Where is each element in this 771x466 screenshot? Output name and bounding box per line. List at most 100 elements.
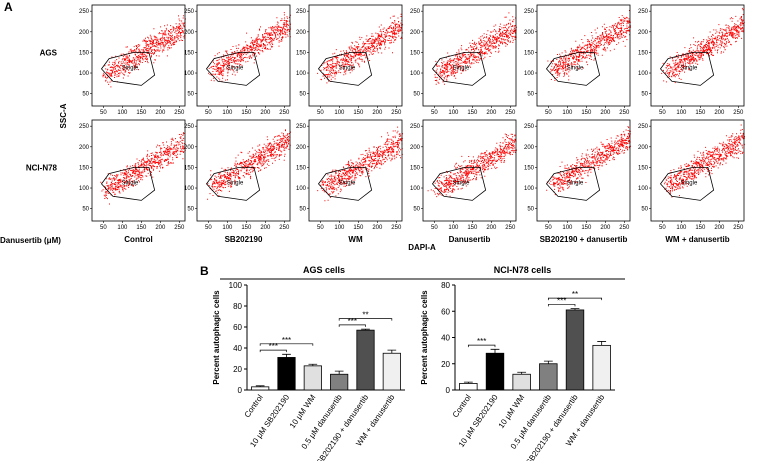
x-tick-label: 150 <box>467 225 478 231</box>
x-tick-label: 150 <box>136 225 147 231</box>
y-tick-label: 100 <box>524 71 535 77</box>
scatter-cloud <box>317 126 403 202</box>
x-tick-label: 10 μM WM <box>497 393 527 430</box>
y-tick-label: 150 <box>524 165 535 171</box>
plot-frame <box>422 119 517 222</box>
plot-frame <box>536 4 631 107</box>
y-tick-label: 40 <box>233 344 242 353</box>
y-tick-label: 50 <box>299 207 306 213</box>
bar <box>356 329 375 391</box>
error-bar <box>282 353 291 358</box>
scatter-cloud <box>661 7 745 84</box>
y-tick-label: 250 <box>638 124 649 130</box>
significance-bracket <box>259 343 314 346</box>
y-tick-label: 250 <box>184 9 195 15</box>
chart-title: AGS cells <box>303 265 345 275</box>
y-tick-label: 50 <box>641 92 648 98</box>
scatter-cloud <box>100 132 186 205</box>
error-bar <box>387 349 397 354</box>
y-tick-label: 50 <box>641 207 648 213</box>
panel-label: B <box>200 264 209 278</box>
significance-bracket <box>338 324 366 327</box>
y-tick-label: 150 <box>524 50 535 56</box>
x-tick-label: 150 <box>695 225 706 231</box>
y-axis-label: Percent autophagic cells <box>212 290 221 385</box>
x-tick-label: 200 <box>600 225 611 231</box>
y-tick-label: 200 <box>524 145 535 151</box>
y-tick-label: 200 <box>296 145 307 151</box>
plot-frame <box>91 4 186 107</box>
x-tick-label: 150 <box>241 225 252 231</box>
significance-label: ** <box>362 311 368 320</box>
scatter-cloud <box>317 13 403 84</box>
y-tick-label: 200 <box>524 30 535 36</box>
y-tick-label: 50 <box>82 92 89 98</box>
gate-label: Single <box>567 181 584 187</box>
y-tick-label: 100 <box>410 71 421 77</box>
significance-label: *** <box>269 342 278 351</box>
y-tick-label: 250 <box>524 9 535 15</box>
y-tick-label: 150 <box>296 165 307 171</box>
x-tick-label: 200 <box>714 110 725 116</box>
y-tick-label: 200 <box>79 145 90 151</box>
y-tick-label: 250 <box>410 9 421 15</box>
x-tick-label: 250 <box>391 110 402 116</box>
y-tick-label: 150 <box>638 50 649 56</box>
x-tick-label: 50 <box>431 110 438 116</box>
y-tick-label: 50 <box>413 207 420 213</box>
gate <box>100 52 156 86</box>
x-tick-label: 200 <box>372 110 383 116</box>
y-tick-label: 250 <box>524 124 535 130</box>
y-tick-label: 150 <box>638 165 649 171</box>
error-bar <box>361 328 370 331</box>
plot-frame <box>536 119 631 222</box>
x-tick-label: 150 <box>241 110 252 116</box>
plot-frame <box>91 119 186 222</box>
x-tick-label: 150 <box>581 225 592 231</box>
x-tick-label: 200 <box>486 225 497 231</box>
x-tick-label: 150 <box>136 110 147 116</box>
error-bar <box>334 370 344 375</box>
x-tick-label: 50 <box>100 225 107 231</box>
gate <box>545 52 601 86</box>
scatter-cloud <box>207 129 291 200</box>
y-tick-label: 50 <box>82 207 89 213</box>
x-tick-label: 150 <box>581 110 592 116</box>
y-tick-label: 0 <box>238 386 243 395</box>
x-tick-label: 100 <box>562 225 573 231</box>
x-tick-label: 200 <box>486 110 497 116</box>
x-tick-label: 250 <box>505 225 516 231</box>
column-label: SB202190 + danusertib <box>540 235 628 244</box>
plot-frame <box>196 119 291 222</box>
panel-label: A <box>4 0 13 14</box>
x-tick-label: 200 <box>372 225 383 231</box>
error-bar <box>597 341 607 346</box>
plot-frame <box>308 119 403 222</box>
error-bar <box>570 308 580 310</box>
y-tick-label: 150 <box>79 165 90 171</box>
gate <box>659 167 715 201</box>
y-tick-label: 50 <box>527 92 534 98</box>
y-tick-label: 150 <box>184 50 195 56</box>
y-tick-label: 200 <box>410 145 421 151</box>
significance-bracket <box>547 297 603 301</box>
y-tick-label: 250 <box>410 124 421 130</box>
y-tick-label: 100 <box>79 186 90 192</box>
x-tick-label: 250 <box>279 225 290 231</box>
significance-bracket <box>259 349 287 353</box>
y-tick-label: 200 <box>79 30 90 36</box>
x-tick-label: 250 <box>505 110 516 116</box>
error-bar <box>255 385 265 387</box>
row-label: NCI-N78 <box>26 164 58 173</box>
y-tick-label: 250 <box>79 124 90 130</box>
y-tick-label: 150 <box>410 50 421 56</box>
y-tick-label: 250 <box>184 124 195 130</box>
bar <box>251 386 270 391</box>
y-tick-label: 100 <box>410 186 421 192</box>
error-bar <box>490 348 500 354</box>
column-label: WM <box>348 235 363 244</box>
y-tick-label: 100 <box>296 71 307 77</box>
error-bar <box>463 381 473 384</box>
y-tick-label: 20 <box>233 365 242 374</box>
significance-label: ** <box>572 290 578 299</box>
